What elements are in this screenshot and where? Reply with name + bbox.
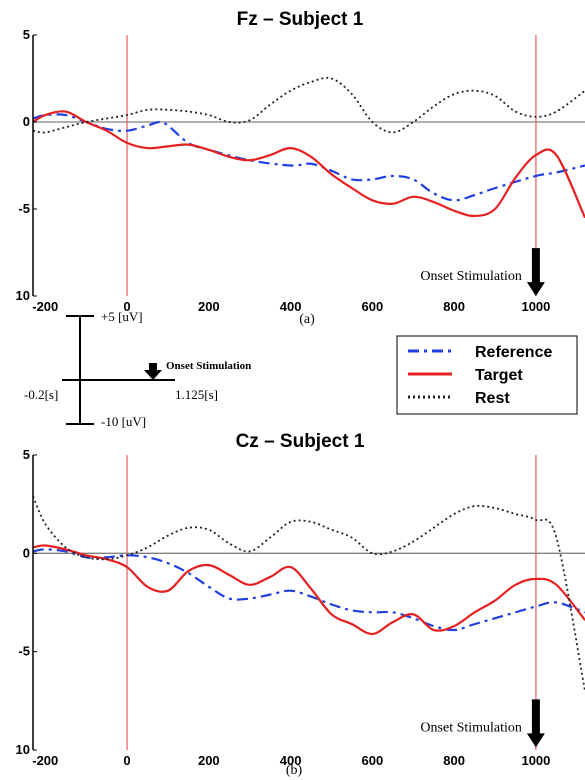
caption-a: (a) bbox=[299, 312, 315, 327]
x-tick-label: 800 bbox=[443, 753, 465, 768]
chart-title-cz: Cz – Subject 1 bbox=[236, 431, 365, 452]
schematic-right-label: 1.125[s] bbox=[175, 387, 218, 402]
y-tick-label: -5 bbox=[18, 644, 30, 659]
x-tick-label: 600 bbox=[362, 299, 384, 314]
legend: Reference Target Rest bbox=[396, 335, 578, 415]
chart-title-fz: Fz – Subject 1 bbox=[237, 9, 364, 30]
y-tick-label: 10 bbox=[16, 288, 30, 303]
caption-b: (b) bbox=[286, 763, 303, 778]
y-tick-label: 5 bbox=[23, 27, 30, 42]
axis-schematic: +5 [uV] -10 [uV] -0.2[s] 1.125[s] Onset … bbox=[24, 309, 251, 429]
x-tick-label: 1000 bbox=[521, 753, 550, 768]
schematic-plus-label: +5 [uV] bbox=[101, 309, 143, 324]
panel-cz: Cz – Subject 1 5 0 -5 10-200 0 200 400 600 800 10… bbox=[16, 431, 585, 778]
x-tick-label: 600 bbox=[362, 753, 384, 768]
series-line-target-cz bbox=[33, 544, 585, 636]
onset-arrow-icon-fz bbox=[526, 248, 545, 297]
legend-label-rest: Rest bbox=[475, 390, 510, 407]
schematic-left-label: -0.2[s] bbox=[24, 387, 58, 402]
x-tick-label: 800 bbox=[443, 299, 465, 314]
y-tick-label: 0 bbox=[23, 114, 30, 129]
onset-annotation-fz: Onset Stimulation bbox=[420, 269, 522, 284]
series-line-reference-cz bbox=[33, 548, 585, 632]
series-line-rest-fz bbox=[33, 77, 585, 134]
schematic-minus-label: -10 [uV] bbox=[101, 414, 146, 429]
panel-fz: Fz – Subject 1 5 0 -5 10-200 0 200 400 600 800 10… bbox=[16, 9, 585, 327]
x-tick-label: -200 bbox=[32, 753, 58, 768]
schematic-onset-label: Onset Stimulation bbox=[166, 360, 251, 372]
x-tick-label: 200 bbox=[198, 299, 220, 314]
series-line-target-fz bbox=[33, 110, 585, 219]
x-tick-label: 0 bbox=[123, 299, 130, 314]
onset-annotation-cz: Onset Stimulation bbox=[420, 720, 522, 735]
y-tick-label: -5 bbox=[18, 201, 30, 216]
y-tick-label: 5 bbox=[23, 447, 30, 462]
x-tick-label: -200 bbox=[32, 299, 58, 314]
x-tick-label: 400 bbox=[280, 299, 302, 314]
x-tick-label: 0 bbox=[123, 753, 130, 768]
x-tick-label: 1000 bbox=[521, 299, 550, 314]
y-tick-label: 0 bbox=[23, 545, 30, 560]
onset-arrow-icon-cz bbox=[526, 699, 545, 748]
legend-label-reference: Reference bbox=[475, 344, 552, 361]
series-line-reference-fz bbox=[33, 113, 585, 202]
schematic-arrow-icon bbox=[144, 363, 162, 380]
x-tick-label: 200 bbox=[198, 753, 220, 768]
x-tick-label: 400 bbox=[280, 753, 302, 768]
legend-label-target: Target bbox=[475, 367, 523, 384]
y-tick-label: 10 bbox=[16, 742, 30, 757]
